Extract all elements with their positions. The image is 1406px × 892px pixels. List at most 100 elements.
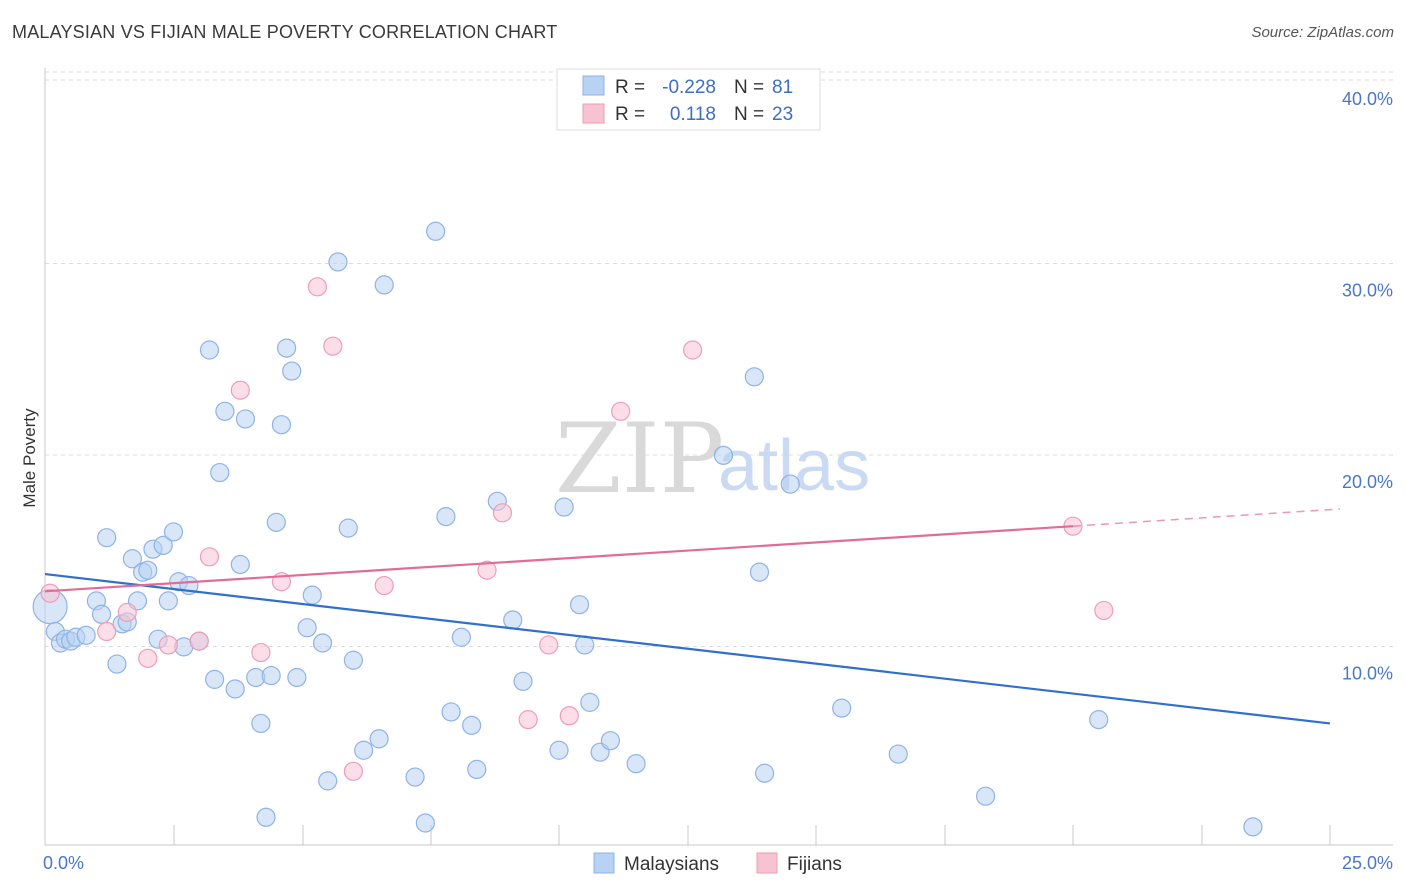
malaysian-point-34 (251, 713, 271, 734)
x-tick-label-min: 0.0% (43, 853, 84, 873)
fijian-point-6 (199, 547, 220, 567)
trend-lines (44, 508, 1341, 725)
bottom-legend-swatch-malaysians (593, 852, 615, 874)
legend-n-label-1: N = (734, 77, 764, 98)
malaysian-point-48 (343, 650, 363, 670)
source-label: Source: ZipAtlas.com (1251, 24, 1394, 41)
malaysian-point-67 (580, 692, 600, 712)
fijian-point-1 (97, 621, 117, 642)
y-axis-label: Male Poverty (20, 408, 39, 508)
malaysian-point-36 (261, 665, 281, 686)
malaysian-point-57 (451, 627, 471, 647)
malaysian-point-56 (441, 702, 461, 722)
malaysian-point-37 (266, 512, 286, 532)
malaysian-point-75 (780, 474, 800, 494)
malaysian-point-74 (754, 763, 775, 783)
legend-r-value-1: -0.228 (662, 77, 716, 98)
malaysians-trend-line (44, 572, 1331, 725)
fijian-point-4 (158, 635, 178, 655)
malaysian-point-55 (436, 507, 456, 527)
fijian-point-16 (518, 710, 538, 730)
malaysian-point-76 (832, 698, 852, 718)
malaysian-point-44 (312, 633, 333, 653)
malaysian-point-69 (600, 731, 621, 751)
fijian-point-19 (611, 401, 631, 421)
malaysian-point-62 (513, 671, 533, 691)
malaysian-point-61 (503, 610, 523, 630)
malaysian-point-9 (97, 528, 117, 548)
y-tick-label-30: 30.0% (1342, 281, 1393, 301)
y-tick-label-20: 20.0% (1342, 472, 1393, 492)
fijians-points (40, 277, 1114, 781)
malaysian-point-30 (225, 679, 245, 699)
malaysian-point-78 (976, 786, 996, 806)
malaysian-point-19 (153, 535, 173, 555)
y-tick-label-40: 40.0% (1342, 89, 1393, 109)
malaysian-point-41 (287, 667, 307, 688)
malaysian-point-65 (569, 595, 590, 615)
malaysian-point-71 (713, 445, 734, 465)
malaysian-point-50 (369, 729, 389, 749)
malaysian-point-72 (744, 367, 764, 387)
malaysian-point-20 (158, 591, 178, 611)
malaysian-point-80 (1243, 817, 1263, 837)
fijian-point-8 (251, 642, 271, 663)
malaysian-point-70 (626, 754, 646, 774)
fijian-point-22 (1094, 600, 1114, 621)
fijian-point-15 (492, 503, 513, 523)
y-tick-label-10: 10.0% (1342, 664, 1393, 684)
malaysian-point-28 (210, 462, 230, 483)
malaysian-point-49 (354, 740, 374, 760)
fijian-point-3 (138, 648, 158, 668)
x-tick-label-max: 25.0% (1342, 853, 1393, 873)
bottom-legend-malaysians: Malaysians (624, 854, 719, 875)
malaysian-point-77 (888, 744, 908, 764)
malaysian-point-35 (256, 807, 276, 827)
bottom-legend-swatch-fijians (756, 852, 778, 874)
legend-swatch-fijians (582, 103, 605, 124)
fijian-point-17 (539, 635, 559, 655)
malaysian-point-29 (215, 401, 235, 421)
malaysian-point-32 (235, 409, 256, 429)
malaysian-point-10 (107, 654, 127, 674)
malaysian-point-54 (426, 221, 446, 241)
watermark: ZIP atlas (555, 403, 870, 515)
malaysian-point-59 (467, 759, 487, 780)
malaysian-point-39 (276, 338, 297, 358)
malaysian-point-38 (271, 415, 292, 435)
legend-r-label-2: R = (615, 104, 645, 125)
tick-labels: 10.0% 20.0% 30.0% 40.0% 0.0% 25.0% (43, 89, 1393, 873)
malaysian-point-64 (554, 497, 574, 517)
malaysian-point-46 (328, 252, 348, 272)
fijian-point-20 (683, 340, 703, 360)
chart-title: MALAYSIAN VS FIJIAN MALE POVERTY CORRELA… (12, 22, 558, 42)
malaysian-point-43 (302, 585, 322, 605)
fijian-point-11 (323, 336, 343, 356)
correlation-legend: R = -0.228 N = 81 R = 0.118 N = 23 (556, 68, 821, 131)
malaysian-point-26 (199, 340, 220, 360)
malaysian-point-8 (91, 604, 112, 624)
series-legend: Malaysians Fijians (593, 852, 842, 875)
malaysian-point-45 (318, 771, 338, 791)
watermark-zip: ZIP (555, 403, 724, 515)
malaysian-point-40 (282, 361, 302, 381)
fijian-point-18 (559, 706, 579, 726)
malaysian-point-53 (415, 813, 435, 833)
legend-swatch-malaysians (582, 75, 605, 96)
watermark-atlas: atlas (718, 426, 870, 506)
fijian-point-5 (189, 631, 209, 651)
malaysian-point-21 (163, 522, 184, 542)
legend-r-label-1: R = (615, 77, 645, 98)
fijians-trend-extension (1072, 508, 1341, 527)
legend-n-label-2: N = (734, 104, 764, 125)
malaysian-point-27 (205, 669, 225, 689)
fijian-point-7 (230, 380, 250, 400)
malaysian-point-79 (1089, 710, 1109, 730)
fijian-point-2 (117, 602, 137, 622)
fijians-trend-line (44, 525, 1074, 593)
malaysian-point-42 (297, 618, 317, 638)
malaysian-point-16 (138, 560, 158, 580)
malaysian-point-63 (549, 740, 569, 760)
malaysian-point-73 (749, 562, 770, 582)
